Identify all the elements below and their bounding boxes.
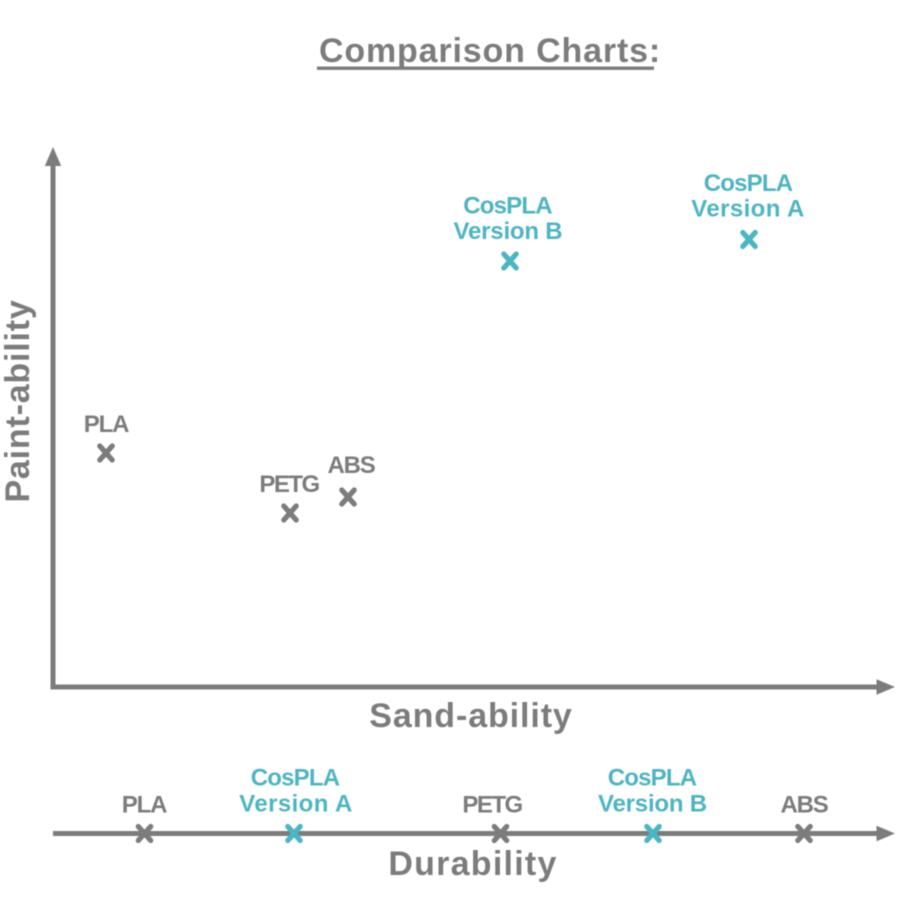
svg-text:Sand-ability: Sand-ability [369,697,573,735]
svg-text:PLA: PLA [122,792,167,819]
svg-text:Durability: Durability [388,845,557,883]
svg-text:Version A: Version A [239,791,352,818]
svg-text:PLA: PLA [84,411,129,438]
svg-text:CosPLA: CosPLA [608,764,697,791]
svg-text:Comparison Charts:: Comparison Charts: [319,32,661,70]
svg-text:Version B: Version B [598,791,707,818]
svg-text:CosPLA: CosPLA [704,170,793,197]
svg-text:CosPLA: CosPLA [463,192,552,219]
svg-text:PETG: PETG [462,792,522,819]
svg-text:ABS: ABS [780,792,828,819]
svg-text:PETG: PETG [259,471,319,498]
svg-text:CosPLA: CosPLA [251,764,340,791]
svg-text:Paint-ability: Paint-ability [0,299,37,502]
svg-text:Version A: Version A [691,196,804,223]
svg-text:Version B: Version B [454,218,563,245]
svg-text:ABS: ABS [327,452,375,479]
